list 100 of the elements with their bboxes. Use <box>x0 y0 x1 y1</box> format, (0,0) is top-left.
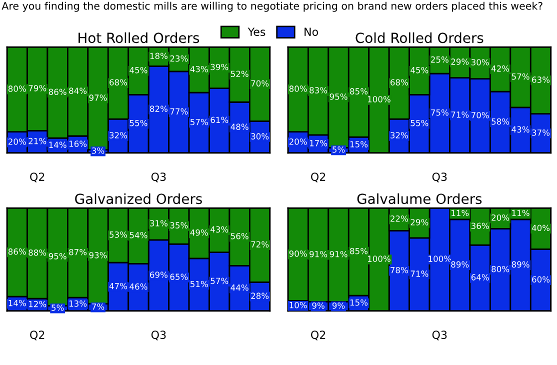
data-label: 45% <box>130 67 148 74</box>
data-label: 11% <box>452 210 469 216</box>
data-label: 70% <box>472 112 489 118</box>
data-label: 68% <box>390 79 408 86</box>
chart-title: Are you finding the domestic mills are willing to negotiate pricing on brand new orders placed this week? <box>2 2 542 12</box>
data-label: 20% <box>289 138 307 145</box>
data-label: 91% <box>310 251 328 258</box>
data-label: 68% <box>110 79 128 86</box>
data-label: 54% <box>130 232 148 238</box>
data-label: 80% <box>289 86 307 92</box>
data-label: 9% <box>312 302 324 309</box>
data-label: 90% <box>289 250 307 257</box>
data-label: 49% <box>190 229 208 236</box>
data-label: 100% <box>428 256 452 262</box>
data-label: 39% <box>210 64 228 70</box>
legend-label: Yes <box>248 28 266 36</box>
data-label: 100% <box>368 256 390 262</box>
data-label: 100% <box>368 96 390 102</box>
data-label: 35% <box>170 222 188 228</box>
data-label: 89% <box>512 261 530 268</box>
data-label: 9% <box>332 302 345 309</box>
data-label: 71% <box>451 111 469 118</box>
data-label: 64% <box>471 274 489 280</box>
data-label: 56% <box>230 232 248 240</box>
data-label: 17% <box>310 140 328 146</box>
data-label: 82% <box>150 106 168 112</box>
data-label: 40% <box>532 224 550 232</box>
data-label: 97% <box>89 94 107 101</box>
data-label: 47% <box>109 282 128 290</box>
data-label: 31% <box>150 220 168 226</box>
data-label: 32% <box>390 132 408 138</box>
data-label: 37% <box>532 129 550 136</box>
data-label: 95% <box>330 93 348 100</box>
data-label: 88% <box>28 249 46 256</box>
data-label: 20% <box>492 214 510 221</box>
data-label: 91% <box>330 251 348 258</box>
data-label: 89% <box>451 261 469 268</box>
data-label: 93% <box>89 252 107 258</box>
data-label: 84% <box>69 88 87 94</box>
data-label: 86% <box>48 88 66 96</box>
data-label: 61% <box>210 116 228 124</box>
x-tick-label: Q3 <box>151 172 166 182</box>
data-label: 15% <box>350 141 368 148</box>
data-label: 60% <box>532 276 550 283</box>
data-label: 13% <box>69 300 87 307</box>
data-label: 29% <box>410 219 428 226</box>
chart-subtitle: Galvalume Orders <box>357 193 482 204</box>
data-label: 14% <box>8 300 26 306</box>
chart-subtitle: Cold Rolled Orders <box>356 32 484 44</box>
data-label: 43% <box>190 66 208 72</box>
data-label: 80% <box>8 86 26 92</box>
data-label: 25% <box>430 56 448 63</box>
chart-subtitle: Hot Rolled Orders <box>78 32 200 44</box>
data-label: 83% <box>310 87 328 94</box>
data-label: 55% <box>410 120 428 126</box>
data-label: 57% <box>210 278 228 284</box>
data-label: 85% <box>350 88 368 94</box>
data-label: 30% <box>251 133 269 140</box>
data-label: 42% <box>491 65 510 72</box>
data-label: 45% <box>410 67 428 74</box>
data-label: 65% <box>170 274 188 280</box>
data-label: 63% <box>532 76 550 83</box>
data-label: 16% <box>69 140 87 147</box>
data-label: 28% <box>251 292 269 299</box>
data-label: 7% <box>92 303 104 310</box>
data-label: 12% <box>29 300 46 308</box>
data-label: 72% <box>251 241 269 248</box>
data-label: 95% <box>48 253 66 260</box>
data-label: 30% <box>471 59 489 66</box>
x-tick-label: Q2 <box>30 172 44 182</box>
data-label: 51% <box>190 280 208 288</box>
data-label: 23% <box>170 55 188 62</box>
data-label: 77% <box>170 108 188 115</box>
data-label: 44% <box>230 284 248 291</box>
data-label: 43% <box>512 126 530 133</box>
data-label: 86% <box>8 248 26 255</box>
x-tick-label: Q2 <box>311 172 326 182</box>
data-label: 79% <box>28 85 46 92</box>
data-label: 48% <box>230 124 248 130</box>
x-tick-label: Q2 <box>311 330 326 340</box>
data-label: 52% <box>230 70 248 78</box>
data-label: 14% <box>49 142 66 148</box>
data-label: 80% <box>492 266 510 272</box>
x-tick-label: Q3 <box>151 330 166 340</box>
data-label: 20% <box>8 138 26 145</box>
data-label: 43% <box>210 226 228 233</box>
data-label: 57% <box>190 118 208 126</box>
x-tick-label: Q2 <box>30 330 44 340</box>
data-label: 29% <box>451 58 469 65</box>
data-label: 85% <box>350 248 368 254</box>
data-label: 32% <box>110 132 128 138</box>
data-label: 55% <box>130 120 148 126</box>
data-label: 18% <box>150 52 168 60</box>
data-label: 22% <box>390 215 408 222</box>
chart-subtitle: Galvanized Orders <box>75 193 202 204</box>
data-label: 21% <box>28 138 46 144</box>
x-tick-label: Q3 <box>432 172 447 182</box>
data-label: 10% <box>290 302 307 308</box>
data-label: 46% <box>130 283 148 290</box>
data-label: 15% <box>350 299 368 306</box>
